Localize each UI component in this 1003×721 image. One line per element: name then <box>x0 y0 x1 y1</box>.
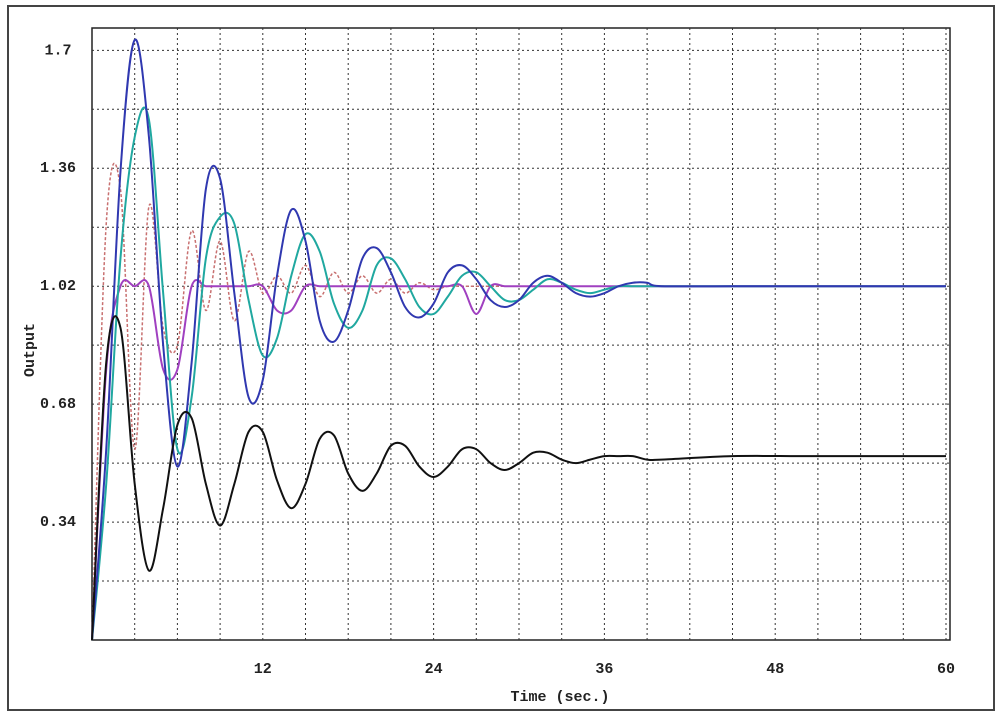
series-line <box>91 106 947 641</box>
y-tick-label: 1.36 <box>40 160 76 177</box>
y-axis-label: Output <box>22 323 39 377</box>
series-line <box>91 38 947 641</box>
series-line <box>91 315 946 641</box>
y-tick-label: 1.7 <box>44 42 71 59</box>
frame <box>7 5 995 711</box>
y-tick-label: 1.02 <box>40 278 76 295</box>
x-tick-label: 36 <box>595 661 613 678</box>
x-tick-label: 24 <box>425 661 443 678</box>
x-tick-label: 12 <box>254 661 272 678</box>
x-tick-label: 60 <box>937 661 955 678</box>
x-axis-label: Time (sec.) <box>510 689 609 706</box>
plot-area <box>91 27 951 641</box>
x-tick-label: 48 <box>766 661 784 678</box>
y-tick-label: 0.34 <box>40 514 76 531</box>
y-tick-label: 0.68 <box>40 396 76 413</box>
